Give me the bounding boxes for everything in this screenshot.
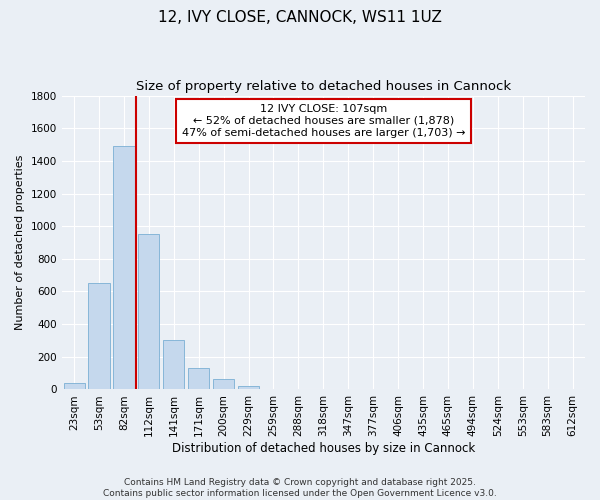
Text: Contains HM Land Registry data © Crown copyright and database right 2025.
Contai: Contains HM Land Registry data © Crown c… bbox=[103, 478, 497, 498]
Bar bbox=[64, 383, 85, 390]
Text: 12 IVY CLOSE: 107sqm
← 52% of detached houses are smaller (1,878)
47% of semi-de: 12 IVY CLOSE: 107sqm ← 52% of detached h… bbox=[182, 104, 465, 138]
Bar bbox=[238, 386, 259, 390]
Bar bbox=[263, 388, 284, 390]
Bar bbox=[163, 340, 184, 390]
Bar bbox=[113, 146, 134, 390]
Y-axis label: Number of detached properties: Number of detached properties bbox=[15, 155, 25, 330]
Title: Size of property relative to detached houses in Cannock: Size of property relative to detached ho… bbox=[136, 80, 511, 93]
Text: 12, IVY CLOSE, CANNOCK, WS11 1UZ: 12, IVY CLOSE, CANNOCK, WS11 1UZ bbox=[158, 10, 442, 25]
Bar bbox=[138, 234, 160, 390]
X-axis label: Distribution of detached houses by size in Cannock: Distribution of detached houses by size … bbox=[172, 442, 475, 455]
Bar bbox=[188, 368, 209, 390]
Bar bbox=[213, 379, 234, 390]
Bar bbox=[88, 284, 110, 390]
